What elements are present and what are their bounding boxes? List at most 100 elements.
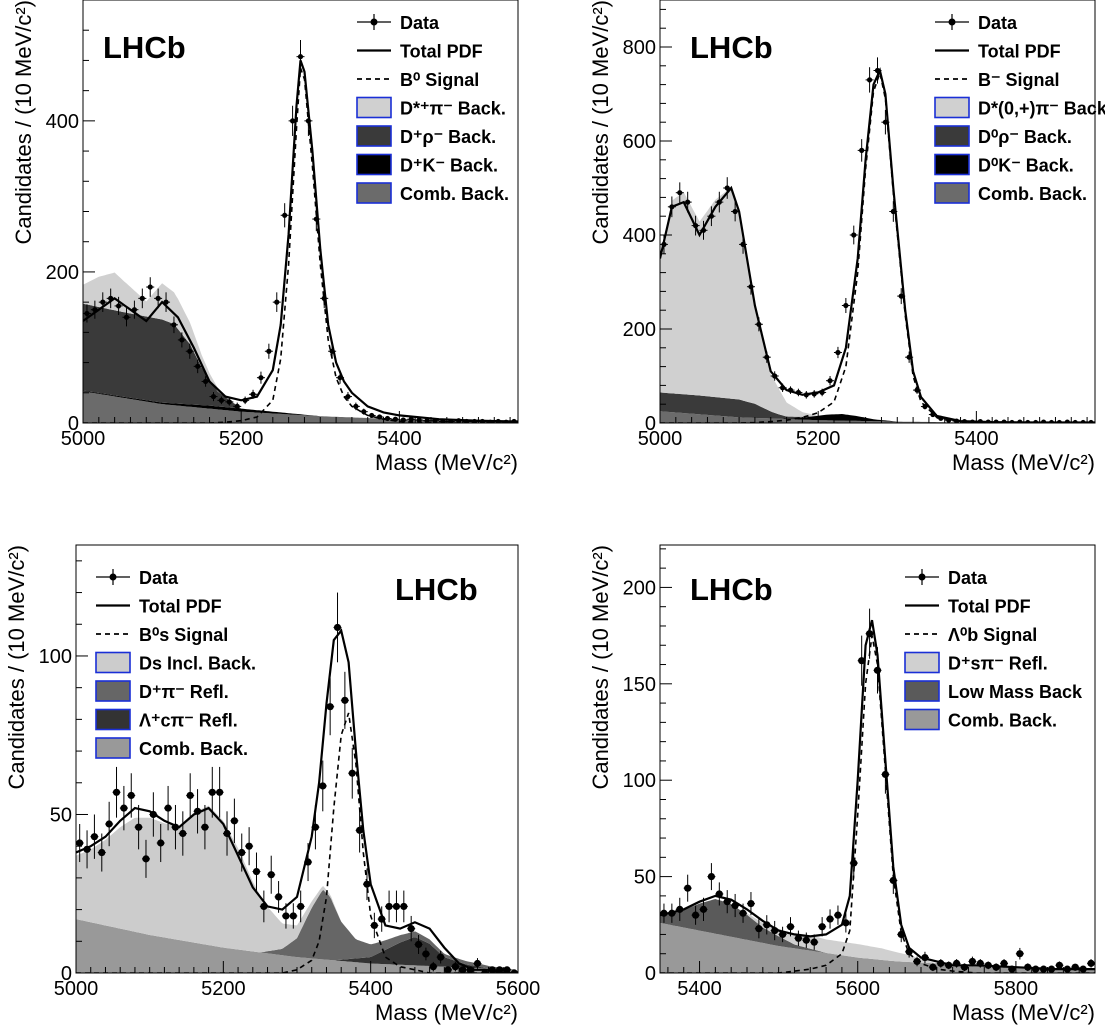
data-point <box>1033 419 1039 423</box>
data-point <box>747 899 755 908</box>
data-point <box>803 392 809 398</box>
data-point <box>282 912 290 920</box>
legend-label: D⁺π⁻ Refl. <box>139 682 229 702</box>
legend-swatch <box>904 680 940 702</box>
legend-swatch <box>95 708 131 731</box>
y-tick-label: 0 <box>645 413 656 435</box>
data-point <box>968 957 977 966</box>
data-point <box>297 54 304 60</box>
legend-label: Comb. Back. <box>139 739 248 759</box>
data-point <box>1048 419 1055 423</box>
data-point <box>108 295 114 301</box>
data-point <box>466 966 474 973</box>
data-point <box>660 909 668 917</box>
data-point <box>274 893 283 901</box>
data-point <box>495 966 504 973</box>
legend-swatch <box>356 125 392 147</box>
data-point <box>771 926 779 935</box>
data-point <box>930 411 936 418</box>
data-point <box>345 393 351 400</box>
data-point <box>724 185 730 191</box>
data-point <box>946 417 952 423</box>
y-tick-label: 600 <box>623 131 656 153</box>
data-point <box>835 349 841 356</box>
legend-data-dot <box>918 573 926 581</box>
legend-label: D⁺ρ⁻ Back. <box>400 127 496 147</box>
data-point <box>723 898 731 906</box>
data-point <box>1008 965 1016 973</box>
data-point <box>748 284 754 290</box>
data-point <box>392 902 401 911</box>
data-point <box>914 387 920 393</box>
data-point <box>105 820 113 828</box>
data-point <box>304 858 312 866</box>
data-point <box>115 303 122 309</box>
component--c-refl- <box>76 919 516 970</box>
y-tick-label: 0 <box>61 963 72 985</box>
legend-label: D⁰K⁻ Back. <box>978 156 1074 176</box>
legend-label: Λ⁰b Signal <box>948 625 1037 645</box>
data-point <box>731 901 739 910</box>
x-tick-label: 5400 <box>348 978 393 1000</box>
legend-label: Total PDF <box>400 42 483 62</box>
data-point <box>873 666 882 674</box>
data-point <box>437 953 445 961</box>
component-d-back- <box>83 303 518 422</box>
data-point <box>961 418 968 423</box>
data-point <box>778 930 787 939</box>
data-point <box>163 299 169 305</box>
data-point <box>897 930 905 939</box>
data-point <box>818 923 826 931</box>
data-point <box>668 909 676 917</box>
data-point <box>157 839 165 847</box>
data-point <box>179 829 187 838</box>
legend-label: Total PDF <box>139 597 222 617</box>
data-point <box>898 293 904 299</box>
data-point <box>258 375 264 381</box>
data-point <box>865 630 874 638</box>
legend-data-dot <box>370 18 378 26</box>
legend-label: Total PDF <box>948 597 1031 617</box>
data-point <box>810 938 818 946</box>
data-point <box>1080 419 1086 423</box>
legend-label: Comb. Back. <box>948 711 1057 731</box>
y-tick-label: 400 <box>623 225 656 247</box>
component-d-back- <box>660 392 1095 423</box>
data-point <box>684 884 692 892</box>
data-point <box>1079 965 1087 973</box>
signal-curve <box>660 635 1095 973</box>
y-tick-label: 50 <box>634 867 656 889</box>
data-point <box>139 295 145 301</box>
legend-label: Data <box>139 568 179 588</box>
signal-curve <box>660 69 1095 423</box>
data-point <box>882 119 889 125</box>
legend: Data Total PDF B⁰ Signal D*⁺π⁻ Back. D⁺ρ⁻ Ba… <box>356 13 509 204</box>
y-tick-label: 0 <box>645 963 656 985</box>
data-point <box>819 389 825 396</box>
data-point <box>691 911 700 919</box>
data-point <box>677 190 683 196</box>
x-tick-label: 5400 <box>677 978 722 1000</box>
legend-swatch <box>356 182 392 204</box>
data-point <box>890 208 896 215</box>
data-point <box>913 957 921 966</box>
data-point <box>881 770 890 779</box>
data-point <box>937 959 945 967</box>
data-point <box>481 969 489 973</box>
data-point <box>859 147 865 153</box>
data-point <box>341 696 349 704</box>
data-point <box>826 915 834 923</box>
legend-label: D⁺sπ⁻ Refl. <box>948 654 1048 674</box>
y-axis-label: Candidates / (10 MeV/c²) <box>11 0 36 245</box>
legend-swatch <box>356 96 392 119</box>
legend: Data Total PDF B⁻ Signal D*(0,+)π⁻ Back. D⁰ρ… <box>934 13 1105 204</box>
data-point <box>1016 950 1024 958</box>
data-point <box>407 925 415 933</box>
y-tick-label: 200 <box>46 262 79 284</box>
x-tick-label: 5000 <box>61 428 106 450</box>
x-tick-label: 5200 <box>201 978 246 1000</box>
data-point <box>448 418 454 423</box>
x-tick-label: 5200 <box>219 428 264 450</box>
y-tick-label: 200 <box>623 577 656 599</box>
data-point <box>992 963 1000 971</box>
